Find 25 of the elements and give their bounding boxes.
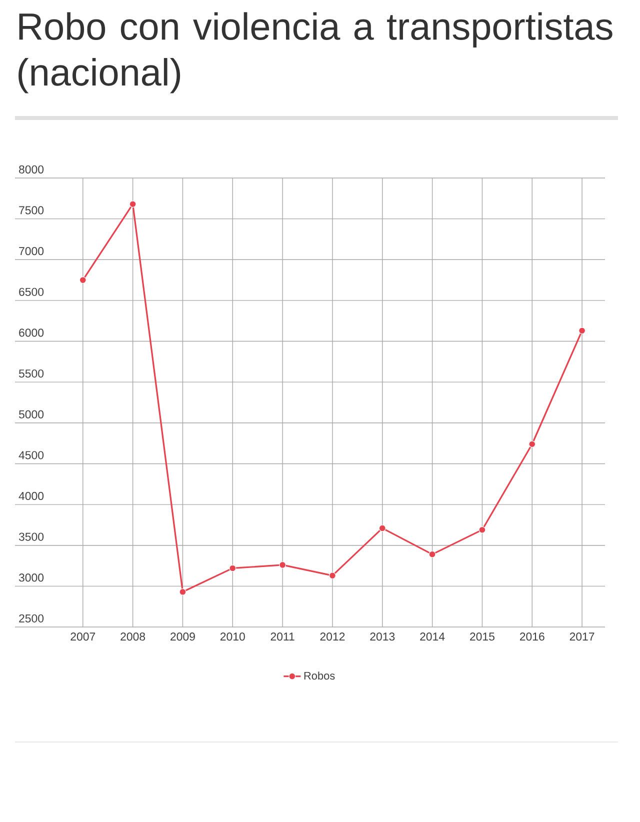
x-tick-label: 2016 (520, 632, 544, 641)
y-tick-label: 8000 (19, 165, 44, 174)
x-tick-label: 2013 (370, 632, 395, 641)
y-tick-label: 7000 (19, 247, 44, 256)
x-tick-label: 2017 (570, 632, 594, 641)
y-tick-label: 5500 (18, 369, 44, 378)
x-tick-label: 2012 (320, 632, 345, 641)
x-tick-label: 2014 (420, 632, 445, 641)
y-tick-label: 6500 (19, 288, 44, 296)
y-tick-label: 6000 (19, 328, 44, 337)
x-tick-label: 2010 (220, 632, 245, 641)
x-tick-label: 2009 (170, 632, 195, 641)
y-tick-label: 4000 (18, 492, 44, 500)
y-tick-label: 5000 (18, 410, 44, 418)
chart-title: Robo con violencia a transportistas (nacional) (18, 12, 612, 94)
x-tick-label: 2015 (470, 632, 494, 641)
y-tick-label: 3500 (18, 532, 44, 541)
x-tick-label: 2011 (270, 632, 294, 641)
y-tick-label: 7500 (19, 206, 44, 214)
x-tick-label: 2007 (70, 632, 96, 641)
legend-label: Robos (304, 672, 335, 680)
x-tick-label: 2008 (120, 632, 146, 641)
y-tick-label: 4500 (18, 451, 44, 460)
y-tick-label: 2500 (19, 614, 44, 622)
y-tick-label: 3000 (18, 574, 44, 582)
